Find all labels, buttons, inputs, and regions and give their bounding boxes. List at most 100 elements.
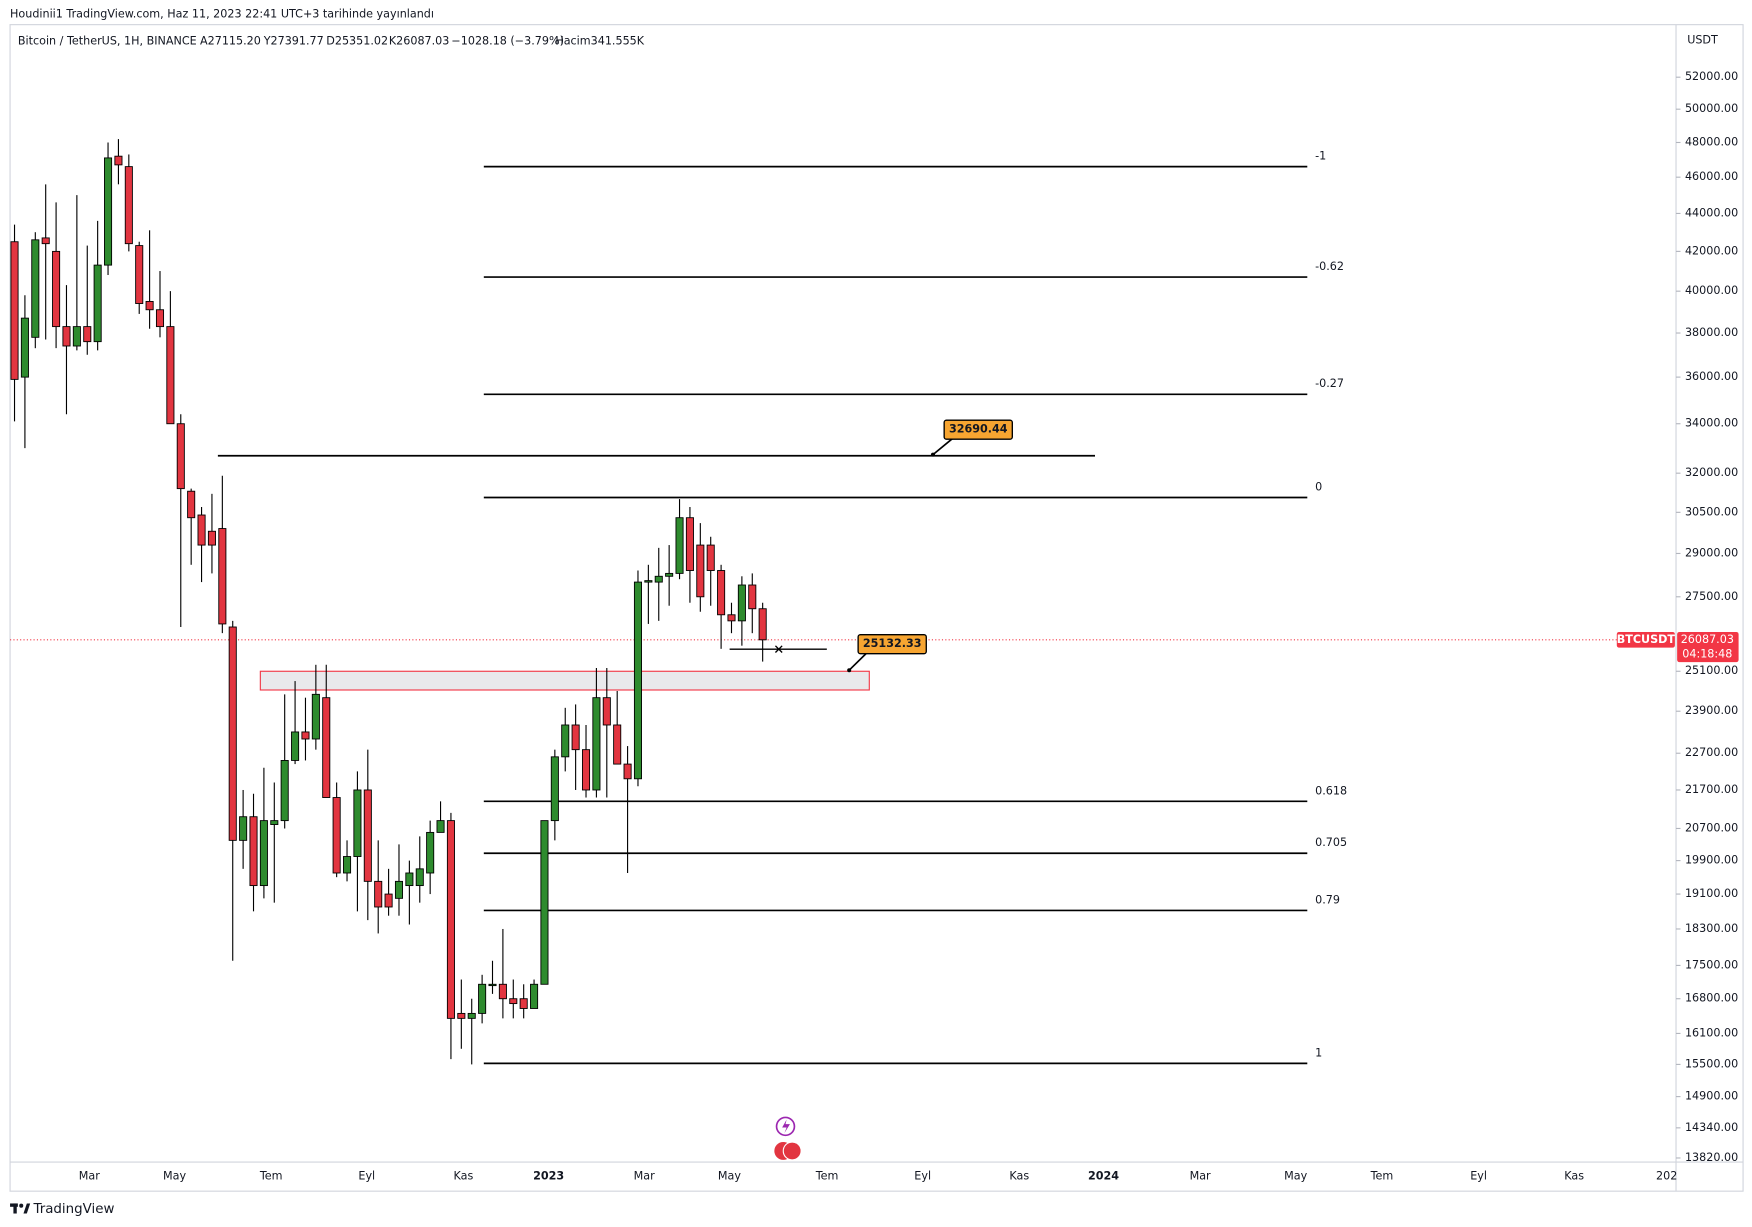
candle-body bbox=[457, 1012, 466, 1019]
y-tick-label: 52000.00 bbox=[1685, 70, 1738, 83]
footer-brand: TradingView bbox=[33, 1202, 115, 1217]
candle-body bbox=[322, 697, 331, 798]
candle-body bbox=[623, 763, 632, 780]
y-tick-label: 27500.00 bbox=[1685, 590, 1738, 603]
y-tick-label: 34000.00 bbox=[1685, 417, 1738, 430]
last-price-box bbox=[1677, 631, 1739, 663]
x-tick-label: 202 bbox=[1656, 1170, 1677, 1183]
x-tick-label: 2024 bbox=[1088, 1170, 1119, 1183]
y-tick-label: 42000.00 bbox=[1685, 244, 1738, 257]
candle-body bbox=[259, 820, 268, 887]
zone bbox=[259, 670, 870, 691]
candle-body bbox=[332, 797, 341, 874]
candle-body bbox=[654, 575, 663, 583]
y-tick-label: 32000.00 bbox=[1685, 466, 1738, 479]
symbol-info: Bitcoin / TetherUS, 1H, BINANCE bbox=[18, 34, 197, 47]
support-callout-pointer bbox=[848, 652, 868, 671]
y-tick-label: 20700.00 bbox=[1685, 821, 1738, 834]
candle-body bbox=[488, 983, 497, 987]
candle-body bbox=[665, 572, 674, 577]
candle-body bbox=[218, 528, 227, 625]
candle-body bbox=[426, 831, 435, 874]
candle-body bbox=[114, 155, 123, 166]
candle-body bbox=[10, 241, 19, 380]
candle-body bbox=[83, 326, 92, 343]
y-tick-label: 19100.00 bbox=[1685, 887, 1738, 900]
x-tick-label: Eyl bbox=[358, 1170, 375, 1183]
candle-body bbox=[301, 731, 310, 740]
candle-body bbox=[41, 237, 50, 245]
candle-body bbox=[436, 820, 445, 833]
candle-body bbox=[644, 580, 653, 583]
y-tick-label: 22700.00 bbox=[1685, 746, 1738, 759]
candle-body bbox=[706, 544, 715, 571]
x-tick-label: Mar bbox=[1190, 1170, 1211, 1183]
candle-body bbox=[415, 868, 424, 887]
candle-body bbox=[228, 626, 237, 841]
support-callout-label: 25132.33 bbox=[863, 637, 922, 650]
candle-body bbox=[530, 983, 539, 1009]
icon bbox=[782, 1141, 802, 1161]
y-tick-label: 48000.00 bbox=[1685, 135, 1738, 148]
candle-body bbox=[592, 697, 601, 791]
candle-body bbox=[270, 820, 279, 825]
candle-body bbox=[52, 250, 61, 328]
frame bbox=[9, 24, 1744, 1192]
candle-body bbox=[20, 317, 29, 378]
icon bbox=[782, 1119, 790, 1134]
fib-label: -1 bbox=[1315, 150, 1326, 163]
x-tick-label: Kas bbox=[454, 1170, 474, 1183]
y-tick-label: 25100.00 bbox=[1685, 664, 1738, 677]
x-tick-label: Eyl bbox=[1470, 1170, 1487, 1183]
candle-body bbox=[737, 584, 746, 622]
symbol-info: K26087.03 bbox=[389, 34, 450, 47]
x-tick-label: May bbox=[1284, 1170, 1307, 1183]
x-tick-label: 2023 bbox=[533, 1170, 564, 1183]
candle-body bbox=[363, 789, 372, 882]
y-tick-label: 29000.00 bbox=[1685, 546, 1738, 559]
candle-body bbox=[571, 724, 580, 751]
candle-body bbox=[394, 880, 404, 899]
y-tick-label: 14340.00 bbox=[1685, 1121, 1738, 1134]
resistance-callout-point bbox=[930, 452, 935, 457]
candle-body bbox=[311, 693, 320, 740]
y-tick-label: 44000.00 bbox=[1685, 206, 1738, 219]
y-tick-label: 19900.00 bbox=[1685, 854, 1738, 867]
support-callout-point bbox=[847, 668, 852, 673]
candle-body bbox=[581, 749, 591, 791]
candle-body bbox=[197, 514, 206, 546]
candle-body bbox=[498, 983, 507, 1000]
x-tick-label: Mar bbox=[79, 1170, 100, 1183]
x-tick-label: Tem bbox=[815, 1170, 839, 1183]
candle-body bbox=[291, 731, 300, 761]
candle-body bbox=[675, 517, 684, 574]
candle-body bbox=[249, 816, 258, 887]
candle-body bbox=[405, 872, 414, 887]
y-tick-label: 38000.00 bbox=[1685, 326, 1738, 339]
candle-body bbox=[135, 245, 144, 304]
resistance-callout-pointer bbox=[932, 437, 954, 456]
x-tick-label: May bbox=[718, 1170, 741, 1183]
candle-body bbox=[561, 724, 570, 758]
plot: -1 -0.62 -0.27 0 0.618 0.705 0.79 1 bbox=[10, 139, 1677, 1065]
y-tick-label: 23900.00 bbox=[1685, 704, 1738, 717]
candle-body bbox=[353, 789, 362, 857]
resistance-callout-box bbox=[943, 419, 1013, 440]
symbol-tag: BTCUSDT bbox=[1617, 633, 1676, 646]
x-tick-label: Tem bbox=[1370, 1170, 1394, 1183]
fib-label: 0.79 bbox=[1315, 893, 1340, 906]
x-tick-label: May bbox=[163, 1170, 186, 1183]
x-tick-label: Mar bbox=[634, 1170, 655, 1183]
x-tick-label: Kas bbox=[1009, 1170, 1029, 1183]
candle-body bbox=[613, 724, 622, 765]
candle-body bbox=[446, 820, 455, 1019]
candle-body bbox=[166, 326, 175, 425]
x-tick-label: Tem bbox=[259, 1170, 283, 1183]
symbol-info: D25351.02 bbox=[326, 34, 388, 47]
candle-body bbox=[155, 309, 165, 328]
event-icons bbox=[774, 1116, 802, 1161]
fib-label: 0 bbox=[1315, 480, 1322, 493]
logo-part bbox=[13, 1203, 17, 1214]
